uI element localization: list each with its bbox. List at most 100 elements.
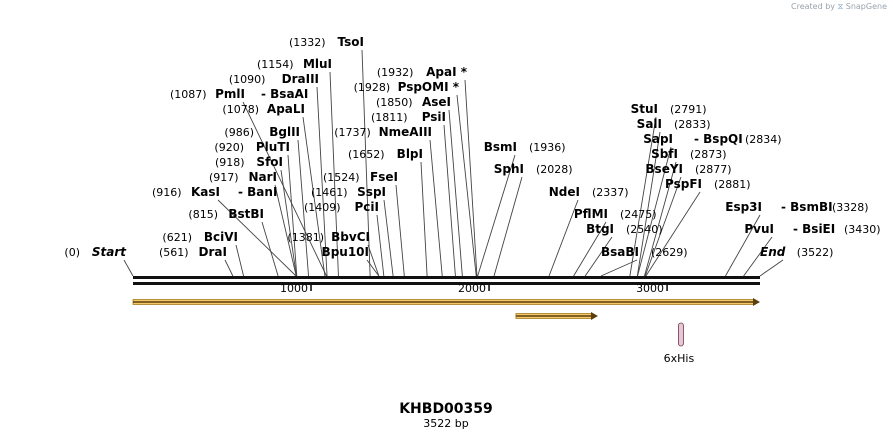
site-line (224, 259, 234, 277)
site-position: (2833) (674, 118, 711, 131)
site-name[interactable]: SalI (637, 117, 662, 131)
site-line (644, 161, 677, 277)
site-name[interactable]: BglII (269, 125, 300, 139)
snapgene-credit: Created by ⧖ SnapGene (791, 2, 887, 12)
site-name[interactable]: BsmI (484, 140, 517, 154)
site-name[interactable]: PciI (355, 200, 380, 214)
site-name[interactable]: Bpu10I (322, 245, 369, 259)
site-position: (916) (152, 186, 182, 199)
site-name[interactable]: SphI (494, 162, 524, 176)
site-name-extra[interactable]: - BspQI (694, 132, 743, 146)
site-name[interactable]: Esp3I (725, 200, 762, 214)
site-name[interactable]: NmeAIII (379, 125, 432, 139)
site-line (644, 176, 682, 277)
his-tag-marker[interactable] (678, 322, 684, 347)
site-line (429, 139, 443, 277)
site-position: (1928) (354, 81, 391, 94)
site-line (274, 184, 297, 277)
site-name[interactable]: BseYI (645, 162, 683, 176)
site-name[interactable]: SspI (357, 185, 386, 199)
site-position: (2877) (695, 163, 732, 176)
site-name[interactable]: TsoI (338, 35, 364, 49)
sub-arrow-head[interactable] (590, 312, 598, 320)
site-line (235, 244, 244, 277)
site-line (759, 259, 784, 277)
site-line (242, 101, 327, 277)
site-line (302, 116, 326, 277)
site-name[interactable]: BstBI (228, 207, 264, 221)
site-name[interactable]: DraI (199, 245, 227, 259)
site-position: (1154) (257, 58, 294, 71)
site-name[interactable]: PmlI (215, 87, 245, 101)
site-position: (621) (162, 231, 192, 244)
site-name[interactable]: PluTI (256, 140, 290, 154)
site-line (420, 161, 428, 277)
ruler-tick-label: 2000 (458, 282, 486, 295)
site-position: (1932) (377, 66, 414, 79)
site-line (329, 71, 339, 277)
site-name[interactable]: AseI (422, 95, 451, 109)
site-line (548, 199, 579, 277)
site-line (395, 184, 405, 277)
site-position: (986) (224, 126, 254, 139)
site-line (636, 131, 661, 277)
site-line (443, 124, 456, 277)
site-line (361, 49, 371, 277)
site-name[interactable]: PspOMI * (398, 80, 460, 94)
site-name[interactable]: ApaLI (267, 102, 305, 116)
site-name[interactable]: StuI (631, 102, 658, 116)
site-position: (918) (215, 156, 245, 169)
site-line (297, 139, 309, 277)
site-name[interactable]: KasI (191, 185, 220, 199)
site-line (287, 154, 298, 277)
site-position: (1652) (348, 148, 385, 161)
site-name[interactable]: ApaI * (426, 65, 468, 79)
site-connector-lines (123, 49, 784, 277)
site-position: (1087) (170, 88, 207, 101)
site-line (123, 259, 134, 277)
site-name[interactable]: BbvCI (331, 230, 370, 244)
site-position: (2629) (651, 246, 688, 259)
site-position: (1524) (323, 171, 360, 184)
site-name[interactable]: SapI (643, 132, 673, 146)
site-name[interactable]: BsaBI (601, 245, 639, 259)
credit-prefix: Created by (791, 2, 836, 11)
site-position: (2834) (745, 133, 782, 146)
site-name[interactable]: BtgI (586, 222, 614, 236)
site-name[interactable]: DraIII (282, 72, 319, 86)
site-position: (3522) (797, 246, 834, 259)
site-position: (2475) (620, 208, 657, 221)
site-name-extra[interactable]: - BanI (238, 185, 277, 199)
site-position: (1936) (529, 141, 566, 154)
site-line (645, 191, 701, 277)
site-name[interactable]: NarI (248, 170, 277, 184)
site-name[interactable]: BlpI (397, 147, 423, 161)
site-name[interactable]: MluI (303, 57, 332, 71)
site-name[interactable]: FseI (370, 170, 398, 184)
main-arrow-head[interactable] (753, 298, 760, 306)
map-title: KHBD00359 (399, 401, 493, 417)
site-name-extra[interactable]: - BsmBI (781, 200, 833, 214)
site-name[interactable]: PvuI (744, 222, 774, 236)
site-position: (815) (188, 208, 218, 221)
features-layer: 6xHis (132, 298, 760, 365)
site-name[interactable]: End (760, 245, 786, 259)
site-name[interactable]: NdeI (549, 185, 580, 199)
brand-name: SnapGene (845, 2, 887, 11)
site-name[interactable]: SbfI (651, 147, 678, 161)
site-line (629, 116, 657, 277)
ruler-tick-label: 3000 (636, 282, 664, 295)
site-name-extra[interactable]: - BsiEI (793, 222, 835, 236)
site-name[interactable]: PflMI (574, 207, 608, 221)
site-name[interactable]: PsiI (422, 110, 446, 124)
site-position: (917) (209, 171, 239, 184)
site-name[interactable]: Start (92, 245, 127, 259)
site-name-extra[interactable]: - BsaAI (261, 87, 308, 101)
site-line (261, 221, 279, 277)
site-position: (2540) (626, 223, 663, 236)
site-name[interactable]: BciVI (204, 230, 238, 244)
site-name[interactable]: PspFI (665, 177, 702, 191)
site-line (464, 79, 478, 277)
site-position: (2791) (670, 103, 707, 116)
site-name[interactable]: SfoI (256, 155, 283, 169)
